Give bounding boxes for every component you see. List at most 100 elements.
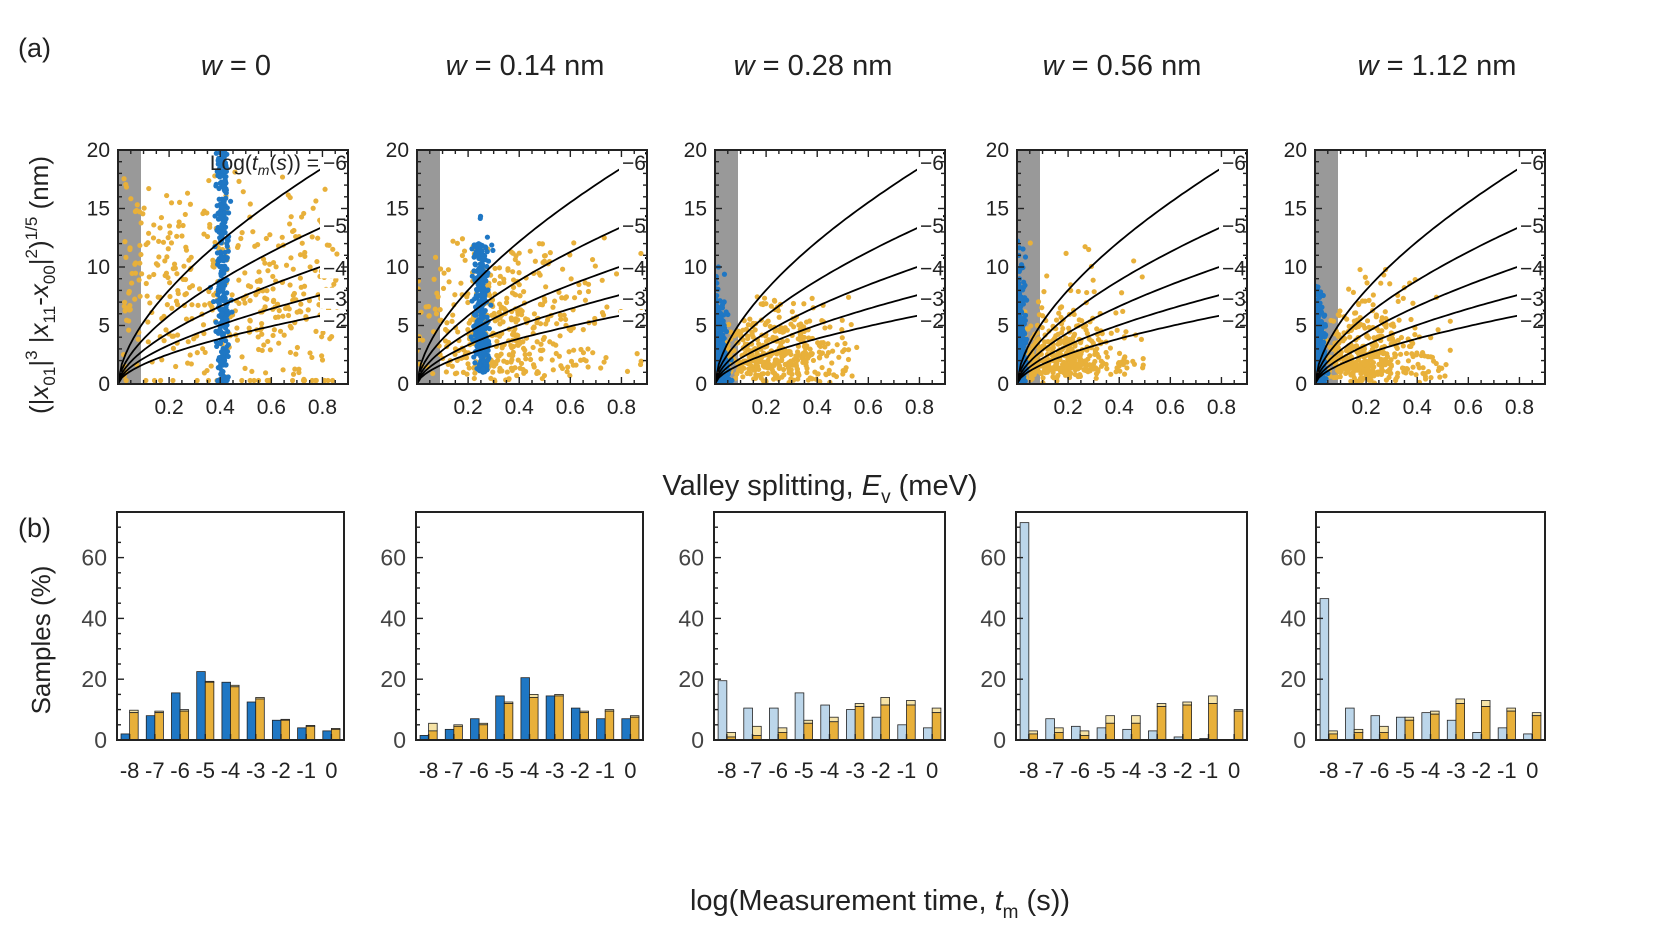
orange-point [164,254,170,260]
orange-point [598,365,604,371]
orange-point [1038,370,1044,377]
orange-point [833,373,840,380]
y-tick-label: 0 [98,373,110,396]
measurement-time-curve [118,151,348,384]
blue-point [483,324,490,330]
orange-point [778,325,784,331]
orange-point [786,379,792,384]
bar-category-label: -3 [1147,758,1167,783]
orange-point [799,355,805,361]
orange-point [293,233,299,240]
orange-point [1063,362,1070,368]
orange-point [1356,378,1362,384]
blue-point [485,357,491,363]
scatter-plot-area [1017,150,1247,384]
orange-point [122,299,128,305]
bar-y-tick-label: 0 [1293,727,1306,753]
orange-point [1098,358,1104,364]
ylab-mid: | [24,336,54,350]
blue-bar [743,707,753,741]
x-tick-label: 0.6 [1156,396,1185,419]
ylab-x01: x [24,385,54,401]
orange-point [1138,336,1145,343]
orange-point [489,312,495,318]
orange-point [1328,317,1334,324]
x-tick-label: 0.4 [1105,396,1135,419]
orange-point [195,302,201,308]
x-tick-label: 0.2 [155,396,184,419]
orange-point [472,370,478,376]
orange-point [287,323,293,329]
orange-point [1387,281,1393,287]
orange-point [571,295,578,301]
orange-point [1343,347,1349,354]
orange-point [1372,343,1378,349]
blue-point [471,354,477,360]
orange-point [561,312,567,318]
measurement-time-curve [1315,214,1545,384]
blue-point [214,203,220,209]
orange-bar [880,704,890,741]
x-tick-label: 0.2 [752,396,781,419]
orange-point [1356,301,1362,308]
y-tick-label: 5 [1295,315,1307,338]
orange-point [576,289,583,295]
orange-point [1120,308,1126,314]
orange-point [294,344,300,351]
orange-point [771,376,777,382]
orange-point [262,304,268,310]
bar-y-tick-label: 20 [380,666,406,692]
orange-point [242,365,248,371]
orange-point [236,178,242,184]
curve-label-bg [320,257,346,279]
orange-point [565,364,571,370]
orange-point [143,280,149,287]
blue-point [224,290,230,296]
orange-point [466,365,472,371]
panel-title-value: = 0 [222,50,271,82]
blue-point [1017,353,1023,360]
orange-point [817,355,823,361]
orange-bar [1506,710,1516,741]
orange-point [236,277,242,283]
blue-bar [470,718,480,741]
orange-point [143,377,149,384]
orange-point [261,342,267,348]
blue-point [220,266,226,272]
x-tick-label: 0.8 [308,396,337,419]
curve-label: −2 [920,310,944,333]
orange-point [1396,317,1402,323]
blue-point [720,340,726,346]
orange-point [1053,358,1059,364]
bars-ylabel: Samples (%) [26,566,56,715]
xlab-unit: (meV) [891,470,978,502]
blue-point [1319,304,1325,310]
panel-title-w: w [446,50,469,82]
orange-point [747,316,753,322]
orange-point [298,301,304,307]
ylab-pipe1: | [24,360,54,367]
orange-point [836,354,842,360]
orange-point [1364,280,1370,286]
orange-point [291,227,297,234]
orange-point [145,319,151,325]
scatter-ylabel: (|x01|3 |x11-x00|2)1/5 (nm) [22,156,59,414]
blue-point [1020,246,1026,252]
orange-point [520,345,527,352]
orange-point [255,334,261,340]
ylab-pipe2: | [24,258,54,265]
orange-point [1059,329,1065,336]
orange-bar-cap [1054,727,1064,733]
orange-point [123,317,130,323]
prefix-t: t [252,152,259,175]
orange-point [129,280,135,286]
blue-point [225,374,231,380]
orange-bar-cap [1480,700,1491,707]
orange-point [518,360,525,367]
orange-bar [1182,704,1192,741]
y-tick-label: 15 [1284,198,1307,221]
orange-point [1024,326,1031,332]
blue-point [1022,254,1029,260]
panel-title-w: w [1043,50,1066,82]
orange-point [753,372,759,378]
